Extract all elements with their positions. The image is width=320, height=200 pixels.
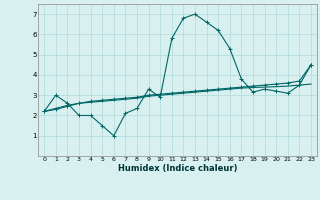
X-axis label: Humidex (Indice chaleur): Humidex (Indice chaleur) — [118, 164, 237, 173]
